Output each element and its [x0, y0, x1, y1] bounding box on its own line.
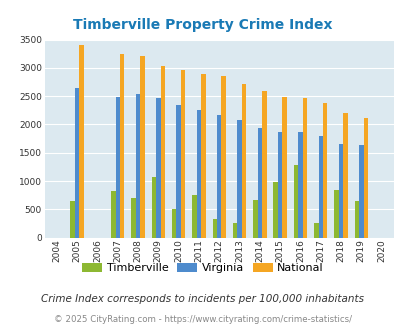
- Bar: [156, 98, 160, 238]
- Bar: [196, 110, 201, 238]
- Bar: [277, 132, 282, 238]
- Bar: [181, 70, 185, 238]
- Text: © 2025 CityRating.com - https://www.cityrating.com/crime-statistics/: © 2025 CityRating.com - https://www.city…: [54, 315, 351, 324]
- Bar: [70, 201, 75, 238]
- Bar: [135, 94, 140, 238]
- Bar: [262, 91, 266, 238]
- Bar: [298, 132, 302, 238]
- Bar: [172, 209, 176, 238]
- Bar: [151, 177, 156, 238]
- Bar: [273, 182, 277, 238]
- Bar: [160, 66, 164, 238]
- Bar: [232, 223, 237, 238]
- Bar: [302, 98, 307, 238]
- Bar: [237, 120, 241, 238]
- Bar: [363, 118, 367, 238]
- Text: Crime Index corresponds to incidents per 100,000 inhabitants: Crime Index corresponds to incidents per…: [41, 294, 364, 304]
- Bar: [241, 84, 245, 238]
- Bar: [293, 165, 297, 238]
- Bar: [333, 190, 338, 238]
- Bar: [338, 144, 343, 238]
- Bar: [212, 219, 216, 238]
- Bar: [75, 88, 79, 238]
- Bar: [115, 97, 120, 238]
- Bar: [313, 223, 318, 238]
- Bar: [111, 191, 115, 238]
- Bar: [257, 128, 262, 238]
- Bar: [354, 201, 358, 238]
- Bar: [140, 56, 144, 238]
- Bar: [79, 45, 83, 238]
- Bar: [176, 105, 181, 238]
- Bar: [131, 198, 135, 238]
- Bar: [120, 54, 124, 238]
- Bar: [342, 113, 347, 238]
- Text: Timberville Property Crime Index: Timberville Property Crime Index: [73, 18, 332, 32]
- Bar: [318, 136, 322, 238]
- Bar: [192, 195, 196, 238]
- Bar: [200, 74, 205, 238]
- Bar: [322, 103, 326, 238]
- Legend: Timberville, Virginia, National: Timberville, Virginia, National: [82, 263, 323, 273]
- Bar: [216, 115, 221, 238]
- Bar: [221, 76, 225, 238]
- Bar: [358, 146, 363, 238]
- Bar: [252, 200, 257, 238]
- Bar: [282, 97, 286, 238]
